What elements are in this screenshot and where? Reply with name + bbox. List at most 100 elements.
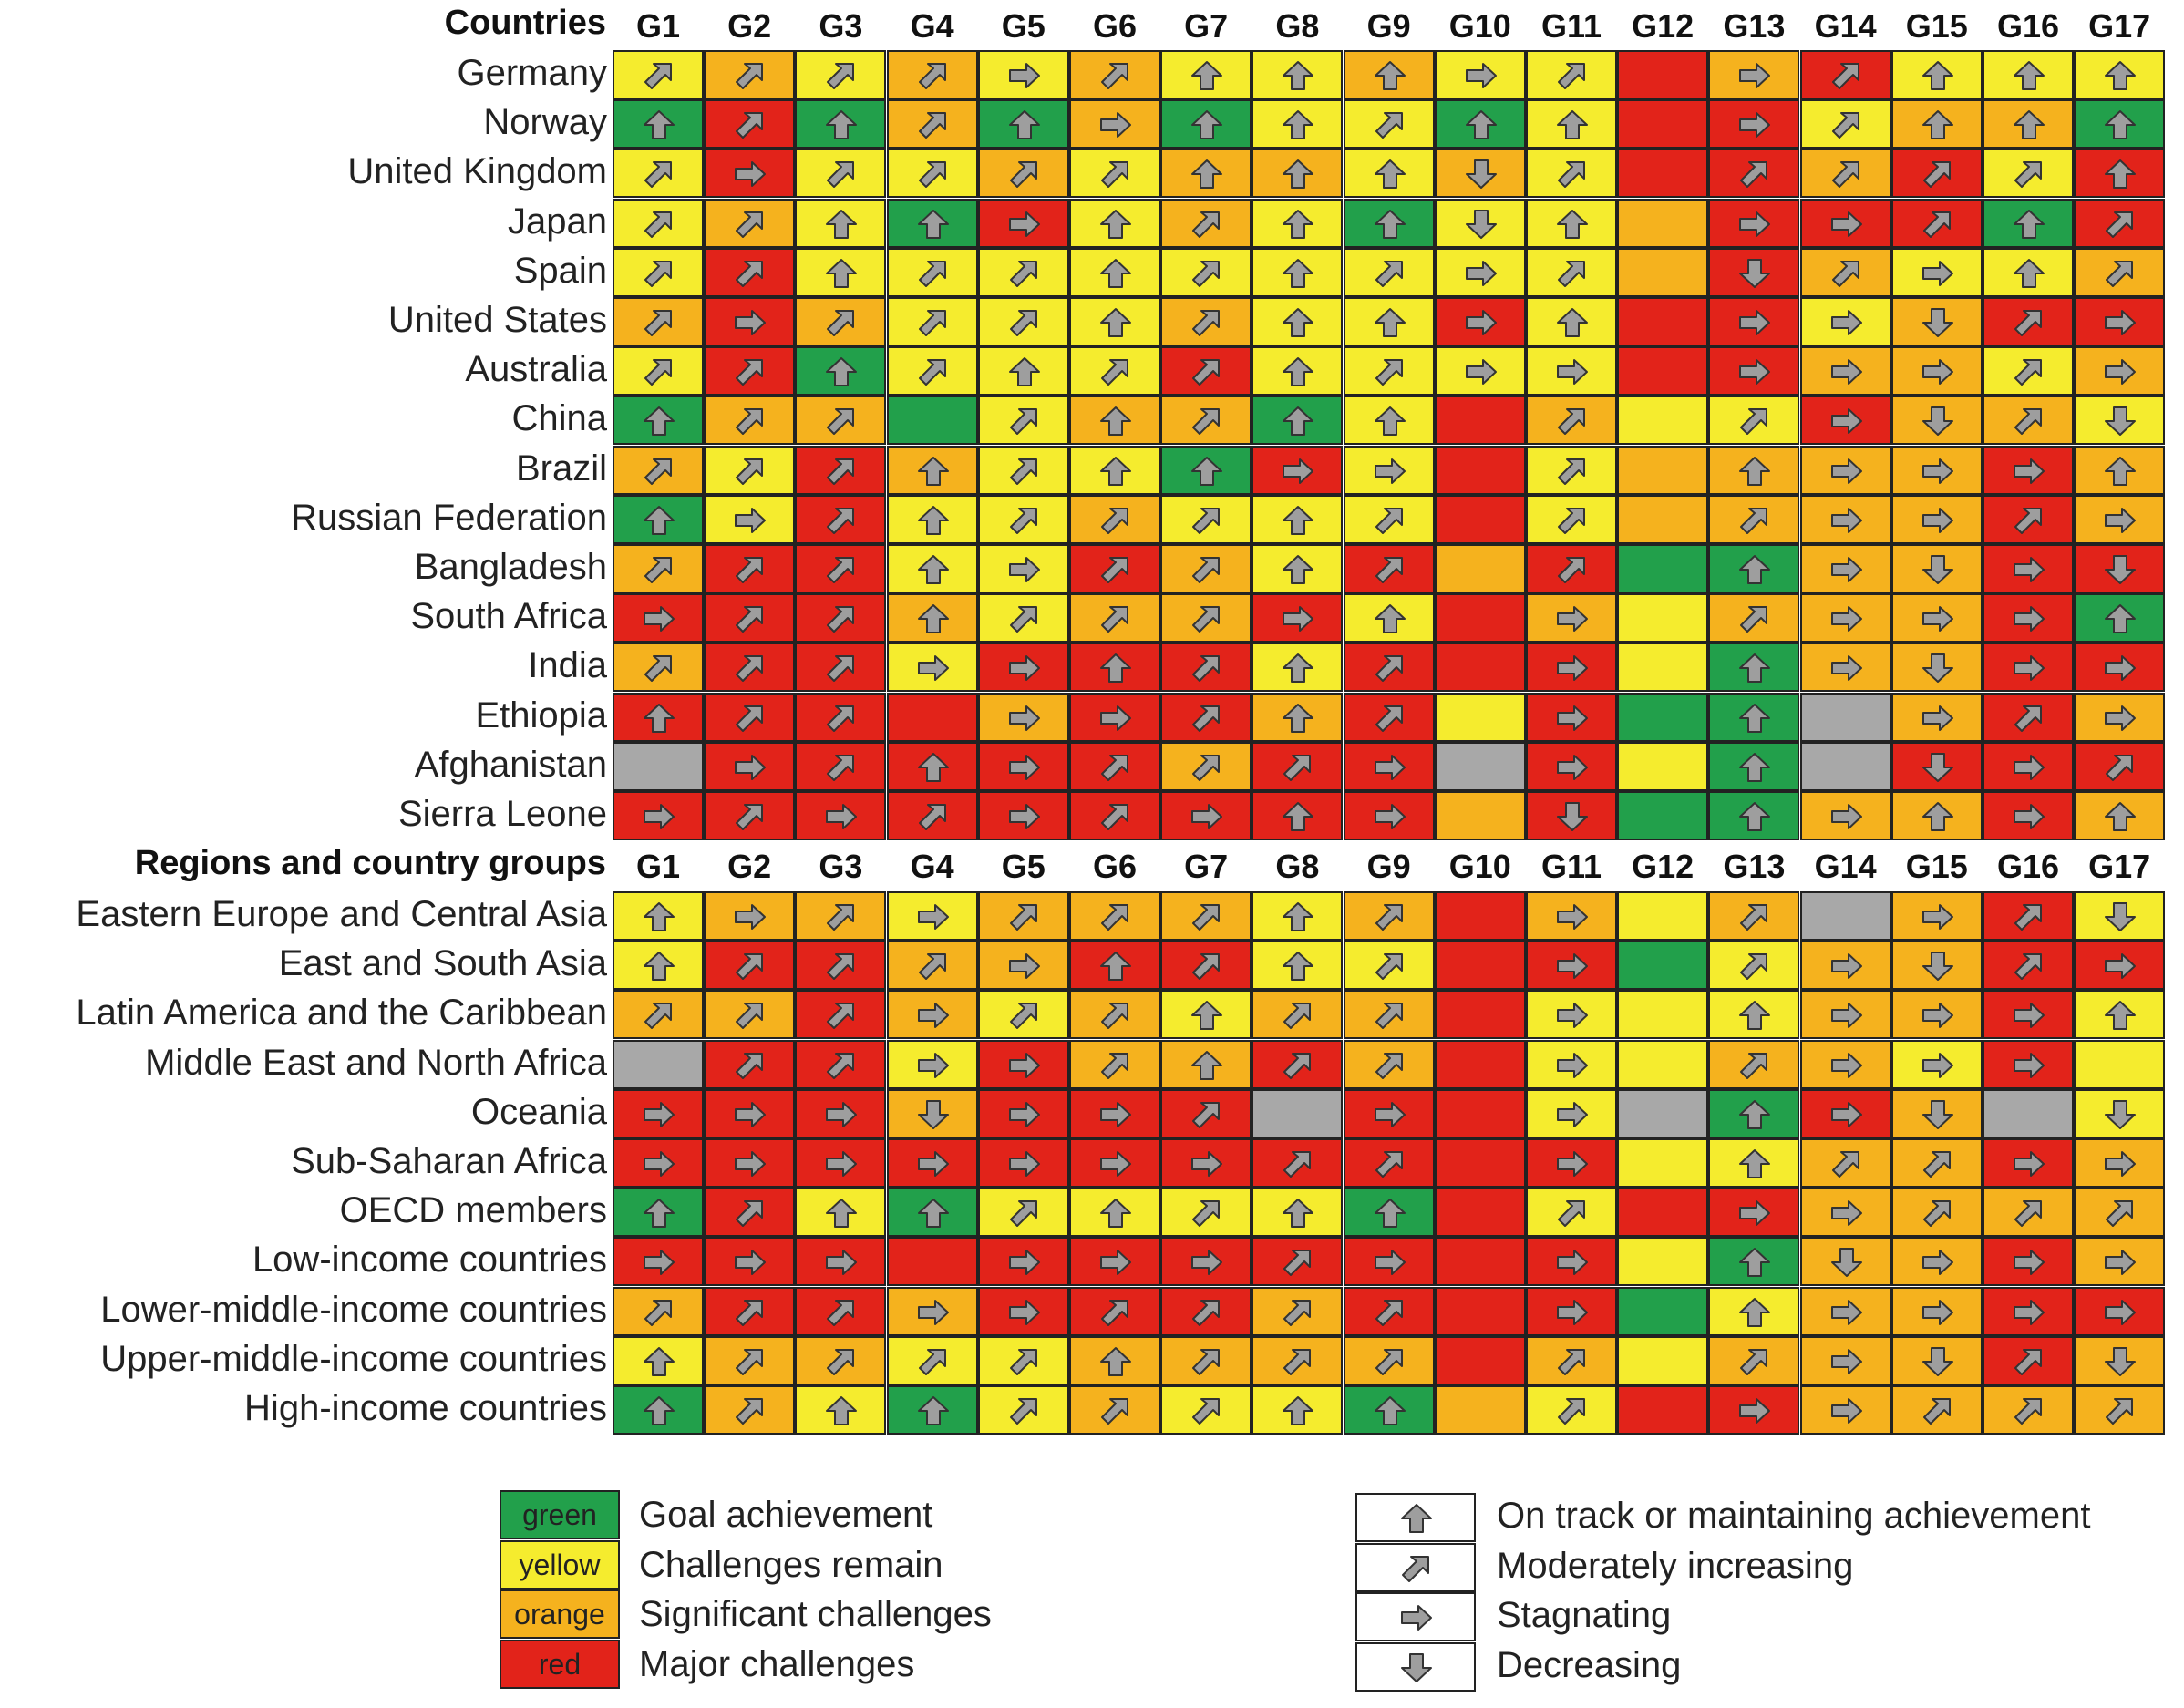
heatmap-cell xyxy=(1983,1188,2074,1238)
up-arrow-shape xyxy=(1100,952,1131,982)
heatmap-cell xyxy=(1890,1385,1983,1435)
heatmap-cell xyxy=(1799,941,1891,991)
heatmap-cell xyxy=(1343,741,1435,791)
heatmap-cell xyxy=(613,50,704,99)
moderate-arrow-shape xyxy=(2014,1348,2042,1375)
moderate-arrow-shape xyxy=(1192,557,1221,583)
column-header: G14 xyxy=(1814,7,1877,45)
moderate-arrow-icon xyxy=(1922,161,1951,189)
stagnating-arrow-shape xyxy=(1830,1200,1862,1227)
heatmap-cell xyxy=(886,297,978,346)
up-arrow-icon xyxy=(1283,61,1314,90)
heatmap-cell xyxy=(1890,593,1983,643)
heatmap-cell xyxy=(1890,1088,1983,1138)
heatmap-cell xyxy=(613,445,704,495)
up-arrow-shape xyxy=(1283,159,1314,190)
heatmap-cell xyxy=(1434,297,1526,346)
down-arrow-shape xyxy=(1830,1248,1862,1278)
moderate-arrow-icon xyxy=(736,1052,764,1079)
heatmap-cell xyxy=(1526,1237,1617,1287)
moderate-arrow-shape xyxy=(1375,953,1403,981)
stagnating-arrow-shape xyxy=(1557,1101,1588,1127)
moderate-arrow-shape xyxy=(1375,507,1403,534)
up-arrow-shape xyxy=(1739,1001,1771,1031)
heatmap-cell xyxy=(1526,1039,1617,1089)
down-arrow-shape xyxy=(2105,902,2137,931)
heatmap-cell xyxy=(704,346,796,396)
heatmap-cell xyxy=(1890,891,1983,941)
moderate-arrow-icon xyxy=(1192,1348,1221,1375)
stagnating-arrow-shape xyxy=(1008,63,1040,88)
stagnating-arrow-shape xyxy=(1830,1003,1862,1029)
moderate-arrow-shape xyxy=(827,1003,855,1030)
moderate-arrow-shape xyxy=(1922,1151,1951,1178)
stagnating-arrow-shape xyxy=(1008,557,1040,582)
moderate-arrow-icon xyxy=(1831,161,1859,189)
heatmap-cell xyxy=(886,198,978,248)
stagnating-arrow-shape xyxy=(1008,804,1040,829)
heatmap-cell xyxy=(704,494,796,544)
down-arrow-icon xyxy=(1921,752,1953,782)
heatmap-cell xyxy=(613,1088,704,1138)
down-arrow-shape xyxy=(1921,555,1953,584)
up-arrow-icon xyxy=(1374,1199,1406,1229)
stagnating-arrow-icon xyxy=(1557,705,1588,731)
up-arrow-shape xyxy=(1283,1396,1314,1425)
heatmap-cell xyxy=(1069,1286,1160,1336)
moderate-arrow-icon xyxy=(1009,1003,1037,1030)
moderate-arrow-icon xyxy=(644,1003,672,1030)
legend-arrow-box xyxy=(1355,1542,1476,1592)
heatmap-cell xyxy=(1069,297,1160,346)
heatmap-cell xyxy=(1160,50,1252,99)
stagnating-arrow-shape xyxy=(1008,754,1040,780)
heatmap-cell xyxy=(2074,692,2166,742)
moderate-arrow-icon xyxy=(736,1398,764,1425)
heatmap-cell xyxy=(795,247,887,297)
heatmap-cell xyxy=(1617,494,1709,544)
moderate-arrow-shape xyxy=(918,953,946,981)
stagnating-arrow-icon xyxy=(735,310,767,335)
heatmap-cell xyxy=(1069,891,1160,941)
stagnating-arrow-icon xyxy=(1374,804,1406,829)
up-arrow-icon xyxy=(1191,1001,1223,1031)
up-arrow-shape xyxy=(1465,110,1497,140)
heatmap-cell xyxy=(1252,396,1344,446)
moderate-arrow-icon xyxy=(1375,1299,1403,1326)
down-arrow-shape xyxy=(1465,159,1497,190)
up-arrow-icon xyxy=(2014,209,2045,239)
up-arrow-shape xyxy=(826,1199,858,1229)
stagnating-arrow-icon xyxy=(1465,63,1497,88)
moderate-arrow-shape xyxy=(1740,953,1768,981)
row-label: Low-income countries xyxy=(252,1240,607,1281)
stagnating-arrow-icon xyxy=(917,1151,949,1177)
moderate-arrow-shape xyxy=(2014,1398,2042,1425)
moderate-arrow-icon xyxy=(2014,904,2042,931)
stagnating-arrow-shape xyxy=(1100,705,1131,731)
heatmap-cell xyxy=(1069,1385,1160,1435)
heatmap-cell xyxy=(1343,1286,1435,1336)
heatmap-cell xyxy=(704,445,796,495)
heatmap-cell xyxy=(977,247,1069,297)
heatmap-cell xyxy=(2074,1039,2166,1089)
moderate-arrow-icon xyxy=(827,1299,855,1326)
moderate-arrow-shape xyxy=(1283,1003,1312,1030)
stagnating-arrow-icon xyxy=(2014,1299,2045,1325)
column-header: G17 xyxy=(2088,7,2151,45)
moderate-arrow-shape xyxy=(1101,63,1128,89)
moderate-arrow-icon xyxy=(1192,606,1221,633)
heatmap-cell xyxy=(1526,346,1617,396)
up-arrow-icon xyxy=(1100,653,1131,684)
heatmap-cell xyxy=(613,741,704,791)
heatmap-cell xyxy=(1526,544,1617,593)
column-header: G9 xyxy=(1366,7,1411,45)
stagnating-arrow-shape xyxy=(1739,1398,1771,1424)
moderate-arrow-shape xyxy=(1283,754,1312,781)
moderate-arrow-icon xyxy=(2106,1398,2134,1425)
heatmap-cell xyxy=(1252,149,1344,199)
stagnating-arrow-shape xyxy=(2014,1052,2045,1078)
stagnating-arrow-icon xyxy=(2105,705,2137,731)
heatmap-cell xyxy=(1526,643,1617,693)
column-header: G17 xyxy=(2088,848,2151,885)
stagnating-arrow-icon xyxy=(2014,1003,2045,1029)
up-arrow-shape xyxy=(1008,110,1040,140)
